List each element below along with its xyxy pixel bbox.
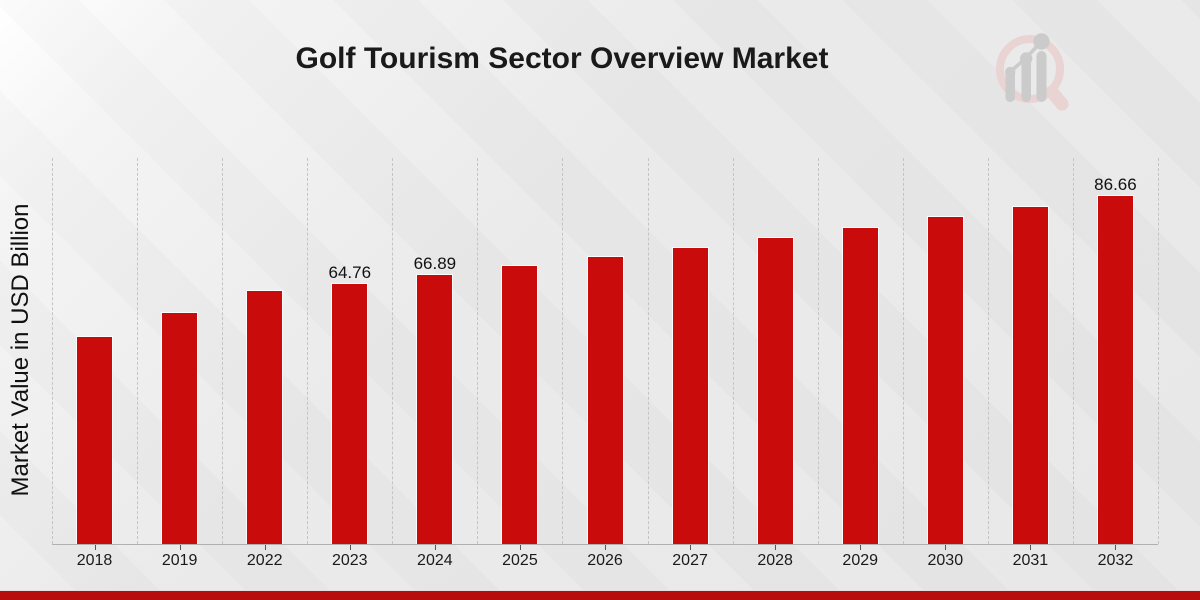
vertical-gridline: [732, 158, 734, 544]
vertical-gridline: [1072, 158, 1074, 544]
vertical-gridline: [307, 158, 309, 544]
magnifier-bar-growth-logo-icon: [996, 33, 1069, 111]
x-axis-tick-label: 2029: [842, 552, 879, 569]
bar-2019: [161, 312, 199, 545]
x-axis-tick-label: 2023: [331, 552, 368, 569]
x-axis-tick: [860, 545, 862, 550]
x-axis-tick: [349, 545, 351, 550]
x-axis-tick-label: 2026: [587, 552, 623, 569]
x-axis-tick-label: 2019: [161, 552, 198, 569]
x-axis-tick: [434, 545, 436, 550]
x-axis-tick-label: 2032: [1097, 552, 1134, 569]
bar-2030: [926, 216, 964, 545]
bar-2026: [586, 256, 624, 545]
x-axis-tick-label: 2030: [927, 552, 964, 569]
bar-2018: [76, 335, 114, 545]
vertical-gridline: [817, 158, 819, 544]
bar-2024: [416, 274, 454, 545]
bar-2022: [246, 290, 284, 545]
bar-2025: [501, 265, 539, 545]
x-axis-tick: [690, 545, 692, 550]
x-axis-tick: [94, 545, 96, 550]
x-axis-tick: [775, 545, 777, 550]
x-axis-tick: [945, 545, 947, 550]
x-axis-tick-label: 2022: [246, 552, 283, 569]
bar-2029: [841, 226, 879, 545]
vertical-gridline: [647, 158, 649, 544]
x-axis-tick: [605, 545, 606, 550]
bar-2028: [756, 236, 794, 545]
vertical-gridline: [137, 158, 139, 544]
x-axis-tick-label: 2025: [502, 552, 538, 569]
chart-title: Golf Tourism Sector Overview Market: [295, 42, 829, 75]
x-axis-tick-label: 2031: [1012, 552, 1049, 569]
vertical-gridline: [222, 158, 224, 544]
bottom-accent-strip: [0, 590, 1200, 600]
vertical-gridline: [1158, 158, 1159, 544]
x-axis-tick: [1115, 545, 1117, 550]
bar-value-label-2032: 86.66: [1094, 174, 1137, 194]
vertical-gridline: [477, 158, 479, 544]
x-axis-tick: [179, 545, 181, 550]
bar-2023: [331, 282, 369, 545]
bar-2032: [1096, 194, 1134, 545]
vertical-gridline: [52, 158, 53, 544]
bar-value-label-2024: 66.89: [413, 254, 457, 274]
x-axis-tick: [1030, 545, 1032, 550]
x-axis-tick: [264, 545, 266, 550]
vertical-gridline: [902, 158, 904, 544]
x-axis-tick: [519, 545, 521, 550]
vertical-gridline: [987, 158, 989, 544]
vertical-gridline: [562, 158, 564, 544]
x-axis-tick-label: 2028: [757, 552, 793, 569]
bar-2027: [671, 246, 709, 545]
bar-2031: [1011, 205, 1049, 545]
x-axis-tick-label: 2024: [417, 552, 453, 569]
x-axis-tick-label: 2018: [76, 552, 113, 569]
bar-value-label-2023: 64.76: [328, 262, 372, 282]
x-axis-line: [52, 544, 1158, 545]
vertical-gridline: [392, 158, 394, 544]
x-axis-tick-label: 2027: [672, 552, 708, 569]
